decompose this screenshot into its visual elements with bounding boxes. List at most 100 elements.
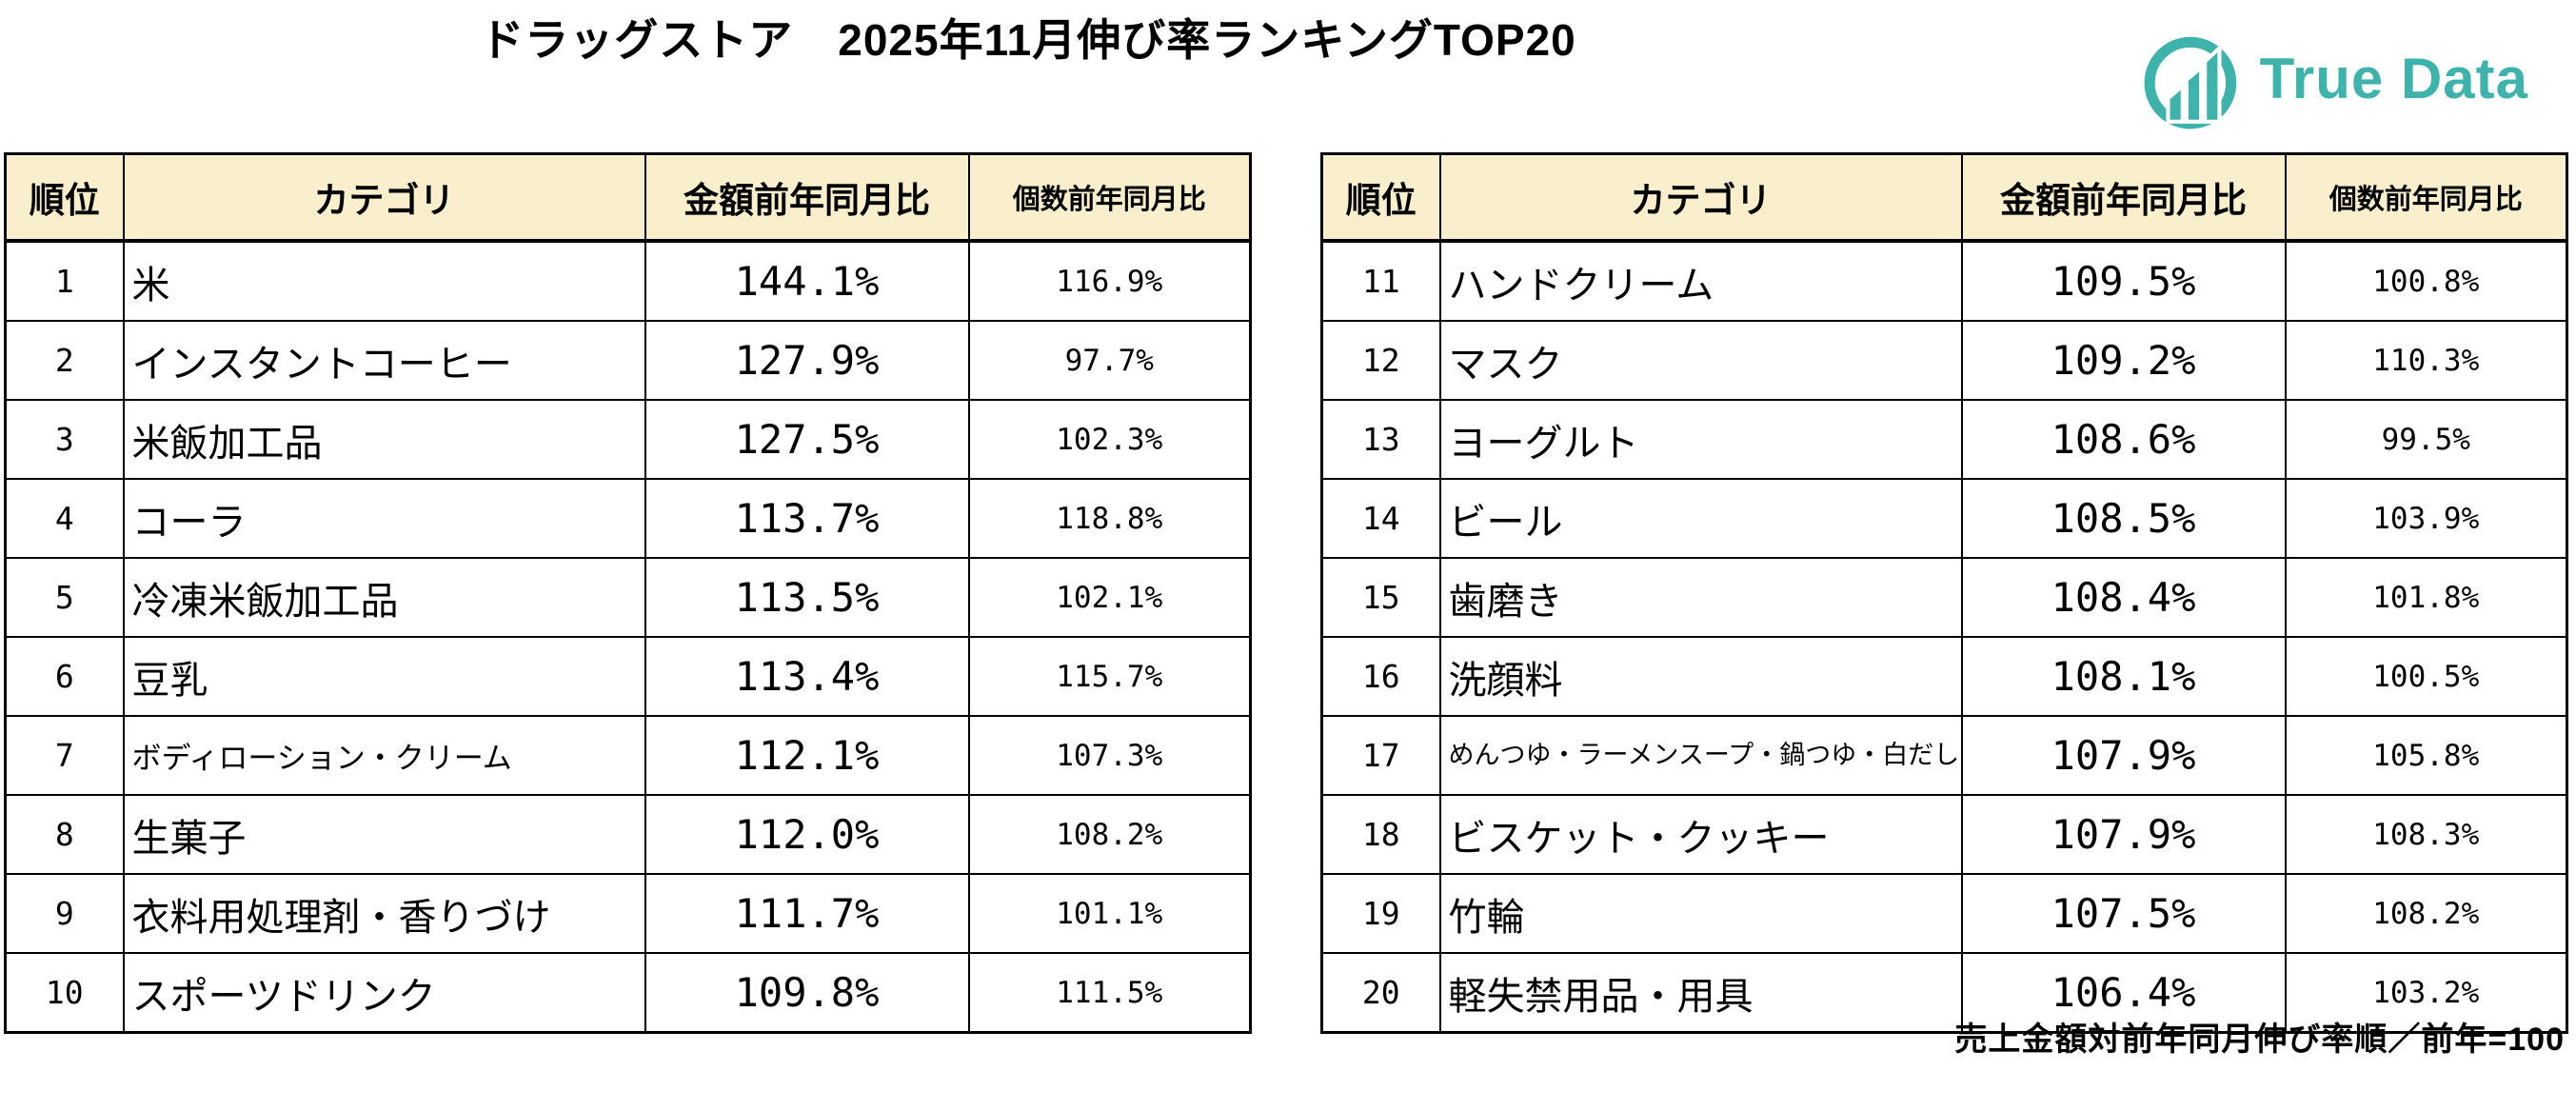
count-yoy-cell: 111.5% [967,952,1252,1034]
header-category: カテゴリ [122,152,646,243]
table-row: 6 豆乳 113.4% 115.7% [4,636,1252,717]
table-row: 8 生菓子 112.0% 108.2% [4,794,1252,875]
rank-cell: 20 [1320,952,1441,1034]
category-cell: ヨーグルト [1438,399,1963,480]
count-yoy-cell: 103.2% [2284,952,2568,1034]
category-cell: 軽失禁用品・用具 [1438,952,1963,1034]
count-yoy-cell: 116.9% [967,240,1252,322]
table-row: 15 歯磨き 108.4% 101.8% [1320,557,2568,638]
table-row: 18 ビスケット・クッキー 107.9% 108.3% [1320,794,2568,875]
rank-cell: 11 [1320,240,1441,322]
table-row: 10 スポーツドリンク 109.8% 111.5% [4,952,1252,1034]
table-row: 7 ボディローション・クリーム 112.1% 107.3% [4,715,1252,796]
category-cell: ビスケット・クッキー [1438,794,1963,875]
rank-cell: 16 [1320,636,1441,717]
count-yoy-cell: 101.8% [2284,557,2568,638]
category-cell: ビール [1438,478,1963,559]
amount-yoy-cell: 108.4% [1960,557,2287,638]
count-yoy-cell: 100.5% [2284,636,2568,717]
count-yoy-cell: 118.8% [967,478,1252,559]
category-cell: 米 [122,240,646,322]
table-row: 20 軽失禁用品・用具 106.4% 103.2% [1320,952,2568,1034]
amount-yoy-cell: 108.6% [1960,399,2287,480]
rank-cell: 4 [4,478,125,559]
amount-yoy-cell: 113.7% [644,478,970,559]
category-cell: スポーツドリンク [122,952,646,1034]
truedata-logo-icon [2144,36,2236,129]
count-yoy-cell: 100.8% [2284,240,2568,322]
table-row: 17 めんつゆ・ラーメンスープ・鍋つゆ・白だし 107.9% 105.8% [1320,715,2568,796]
count-yoy-cell: 110.3% [2284,320,2568,401]
category-cell: 生菓子 [122,794,646,875]
amount-yoy-cell: 107.9% [1960,794,2287,875]
header-rank: 順位 [1320,152,1441,243]
count-yoy-cell: 101.1% [967,873,1252,954]
ranking-tables: 順位 カテゴリ 金額前年同月比 個数前年同月比 1 米 144.1% 116.9% 2 イ… [4,152,2568,1034]
rank-cell: 18 [1320,794,1441,875]
header-amount-yoy: 金額前年同月比 [644,152,970,243]
amount-yoy-cell: 107.5% [1960,873,2287,954]
amount-yoy-cell: 109.2% [1960,320,2287,401]
rank-cell: 3 [4,399,125,480]
table-row: 19 竹輪 107.5% 108.2% [1320,873,2568,954]
table-row: 4 コーラ 113.7% 118.8% [4,478,1252,559]
table-row: 14 ビール 108.5% 103.9% [1320,478,2568,559]
category-cell: 米飯加工品 [122,399,646,480]
amount-yoy-cell: 107.9% [1960,715,2287,796]
amount-yoy-cell: 144.1% [644,240,970,322]
rank-cell: 15 [1320,557,1441,638]
amount-yoy-cell: 106.4% [1960,952,2287,1034]
amount-yoy-cell: 108.1% [1960,636,2287,717]
table-row: 1 米 144.1% 116.9% [4,240,1252,322]
table-row: 12 マスク 109.2% 110.3% [1320,320,2568,401]
count-yoy-cell: 102.1% [967,557,1252,638]
table-row: 16 洗顔料 108.1% 100.5% [1320,636,2568,717]
table-row: 5 冷凍米飯加工品 113.5% 102.1% [4,557,1252,638]
count-yoy-cell: 115.7% [967,636,1252,717]
category-cell: めんつゆ・ラーメンスープ・鍋つゆ・白だし [1438,715,1963,796]
table-row: 9 衣料用処理剤・香りづけ 111.7% 101.1% [4,873,1252,954]
header-rank: 順位 [4,152,125,243]
rank-cell: 9 [4,873,125,954]
category-cell: 竹輪 [1438,873,1963,954]
amount-yoy-cell: 127.9% [644,320,970,401]
page-title: ドラッグストア 2025年11月伸び率ランキングTOP20 [480,15,1576,65]
rank-cell: 5 [4,557,125,638]
ranking-table-left: 順位 カテゴリ 金額前年同月比 個数前年同月比 1 米 144.1% 116.9% 2 イ… [4,152,1252,1034]
header-count-yoy: 個数前年同月比 [2284,152,2568,243]
amount-yoy-cell: 108.5% [1960,478,2287,559]
count-yoy-cell: 108.2% [967,794,1252,875]
amount-yoy-cell: 127.5% [644,399,970,480]
rank-cell: 7 [4,715,125,796]
category-cell: コーラ [122,478,646,559]
amount-yoy-cell: 113.4% [644,636,970,717]
category-cell: 豆乳 [122,636,646,717]
rank-cell: 19 [1320,873,1441,954]
count-yoy-cell: 102.3% [967,399,1252,480]
table-row: 2 インスタントコーヒー 127.9% 97.7% [4,320,1252,401]
rank-cell: 17 [1320,715,1441,796]
header-count-yoy: 個数前年同月比 [967,152,1252,243]
footnote: 売上金額対前年同月伸び率順／前年=100 [1954,1022,2565,1058]
rank-cell: 1 [4,240,125,322]
header-row: 順位 カテゴリ 金額前年同月比 個数前年同月比 [1320,152,2568,243]
rank-cell: 13 [1320,399,1441,480]
rank-cell: 12 [1320,320,1441,401]
brand-text: True Data [2259,46,2528,110]
category-cell: 洗顔料 [1438,636,1963,717]
count-yoy-cell: 108.2% [2284,873,2568,954]
category-cell: 歯磨き [1438,557,1963,638]
rank-cell: 2 [4,320,125,401]
count-yoy-cell: 105.8% [2284,715,2568,796]
category-cell: ボディローション・クリーム [122,715,646,796]
rank-cell: 6 [4,636,125,717]
header-row: 順位 カテゴリ 金額前年同月比 個数前年同月比 [4,152,1252,243]
rank-cell: 8 [4,794,125,875]
category-cell: マスク [1438,320,1963,401]
amount-yoy-cell: 109.8% [644,952,970,1034]
category-cell: 冷凍米飯加工品 [122,557,646,638]
count-yoy-cell: 107.3% [967,715,1252,796]
count-yoy-cell: 103.9% [2284,478,2568,559]
header-amount-yoy: 金額前年同月比 [1960,152,2287,243]
amount-yoy-cell: 111.7% [644,873,970,954]
